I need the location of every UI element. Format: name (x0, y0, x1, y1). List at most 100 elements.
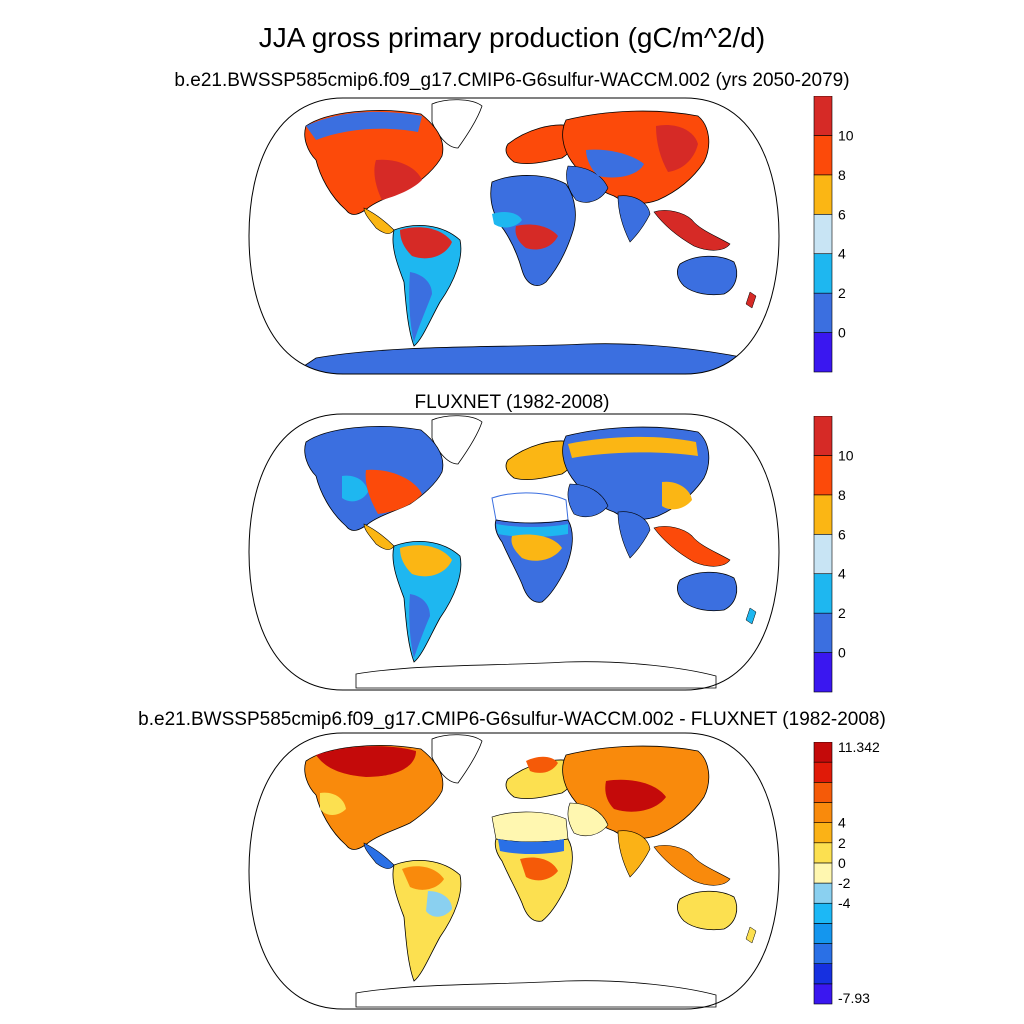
africa-region (494, 838, 573, 922)
panel-1-title: b.e21.BWSSP585cmip6.f09_g17.CMIP6-G6sulf… (174, 70, 850, 91)
antarctica-region (284, 343, 767, 374)
south-america-south (409, 272, 432, 342)
colorbar-tick-label: 2 (838, 605, 846, 621)
south-america-south (409, 594, 430, 658)
colorbar-tick-label: 10 (838, 447, 854, 463)
amazon-region (402, 866, 444, 890)
colorbar-tick-label: -4 (838, 895, 851, 911)
panel-3-map (248, 732, 780, 1010)
colorbar-tick-label: 8 (838, 487, 846, 503)
north-america-east (365, 469, 422, 514)
colorbar-bands (813, 96, 833, 373)
central-asia-region (586, 149, 644, 178)
india-region (617, 830, 651, 878)
colorbar-band (813, 923, 833, 944)
colorbar-bands (813, 416, 833, 693)
sahara-region (491, 492, 569, 524)
asia-boreal-band (568, 436, 698, 458)
colorbar-tick-label: 2 (838, 835, 846, 851)
southeast-asia-region (653, 526, 731, 567)
amazon-region (400, 227, 452, 259)
colorbar-band (813, 882, 833, 904)
colorbar-max-label: 11.342 (838, 742, 880, 755)
middle-east-region (567, 483, 609, 518)
colorbar-band (813, 983, 833, 1005)
australia-region (676, 255, 738, 296)
panel-3-title: b.e21.BWSSP585cmip6.f09_g17.CMIP6-G6sulf… (138, 709, 886, 730)
colorbar-tick-label: 0 (838, 325, 846, 341)
colorbar-band (813, 902, 833, 924)
north-america-north (306, 111, 422, 140)
panel-1-map (248, 97, 780, 375)
sahel-region (496, 524, 568, 537)
colorbar-band (813, 533, 833, 575)
colorbar-tick-label: 8 (838, 167, 846, 183)
globe-outline (248, 413, 780, 691)
colorbar-tick-label: 6 (838, 526, 846, 542)
colorbar-band (813, 135, 833, 176)
asia-east (662, 481, 692, 510)
panel-1-colorbar: 0 2 4 6 8 10 (813, 96, 854, 373)
south-america-region (392, 860, 462, 982)
colorbar-tick-label: 10 (838, 127, 854, 143)
globe-outline (248, 97, 780, 375)
colorbar-band (813, 253, 833, 294)
colorbar-band (813, 292, 833, 333)
colorbar-band (813, 96, 833, 136)
colorbar-band (813, 963, 833, 985)
colorbar-band (813, 862, 833, 884)
colorbar-tick-label: 2 (838, 285, 846, 301)
colorbar-band (813, 842, 833, 864)
southeast-asia-region (653, 210, 731, 251)
panel-2-title: FLUXNET (1982-2008) (414, 392, 610, 413)
middle-east-region (567, 802, 609, 837)
central-africa-region (515, 224, 558, 250)
figure-title: JJA gross primary production (gC/m^2/d) (258, 22, 766, 53)
north-america-west (320, 792, 346, 815)
colorbar-band (813, 612, 833, 653)
australia-region (676, 890, 738, 931)
colorbar-band (813, 174, 833, 215)
central-africa-region (520, 857, 558, 881)
australia-region (676, 571, 738, 612)
new-zealand-region (745, 926, 757, 944)
colorbar-tick-label: 4 (838, 246, 846, 262)
colorbar-band (813, 416, 833, 456)
new-zealand-region (745, 291, 757, 309)
antarctica-outline (355, 661, 717, 689)
colorbar-tick-labels: 0 2 4 6 8 10 (838, 447, 854, 660)
europe-region (505, 124, 575, 165)
north-america-north (316, 746, 416, 777)
colorbar-band (813, 652, 833, 693)
panel-3-colorbar: -4 -2 0 2 4 11.342 -7.93 (813, 742, 880, 1006)
southeast-asia-region (653, 845, 731, 886)
sahara-region (491, 811, 569, 843)
colorbar-band (813, 822, 833, 844)
globe-outline (248, 732, 780, 1010)
colorbar-tick-label: 4 (838, 566, 846, 582)
colorbar-band (813, 802, 833, 823)
central-america-region (363, 842, 395, 869)
colorbar-band (813, 943, 833, 964)
colorbar-band (813, 332, 833, 373)
asia-central (605, 779, 666, 812)
colorbar-band (813, 494, 833, 535)
panel-2-map (248, 413, 780, 691)
south-america-east (426, 891, 452, 917)
colorbar-tick-labels: -4 -2 0 2 4 11.342 -7.93 (838, 742, 880, 1006)
colorbar-tick-label: 6 (838, 206, 846, 222)
sahel-region (498, 839, 564, 854)
central-africa-region (511, 534, 562, 561)
west-africa-region (492, 212, 522, 228)
scandinavia-region (526, 756, 558, 773)
amazon-region (400, 545, 452, 577)
north-america-east (374, 159, 422, 200)
india-region (617, 195, 651, 243)
colorbar-band (813, 761, 833, 783)
colorbar-tick-label: 0 (838, 855, 846, 871)
colorbar-tick-labels: 0 2 4 6 8 10 (838, 127, 854, 340)
central-america-region (363, 207, 395, 234)
colorbar-bands (813, 742, 833, 1005)
panel-2-colorbar: 0 2 4 6 8 10 (813, 416, 854, 693)
europe-region (505, 440, 575, 481)
